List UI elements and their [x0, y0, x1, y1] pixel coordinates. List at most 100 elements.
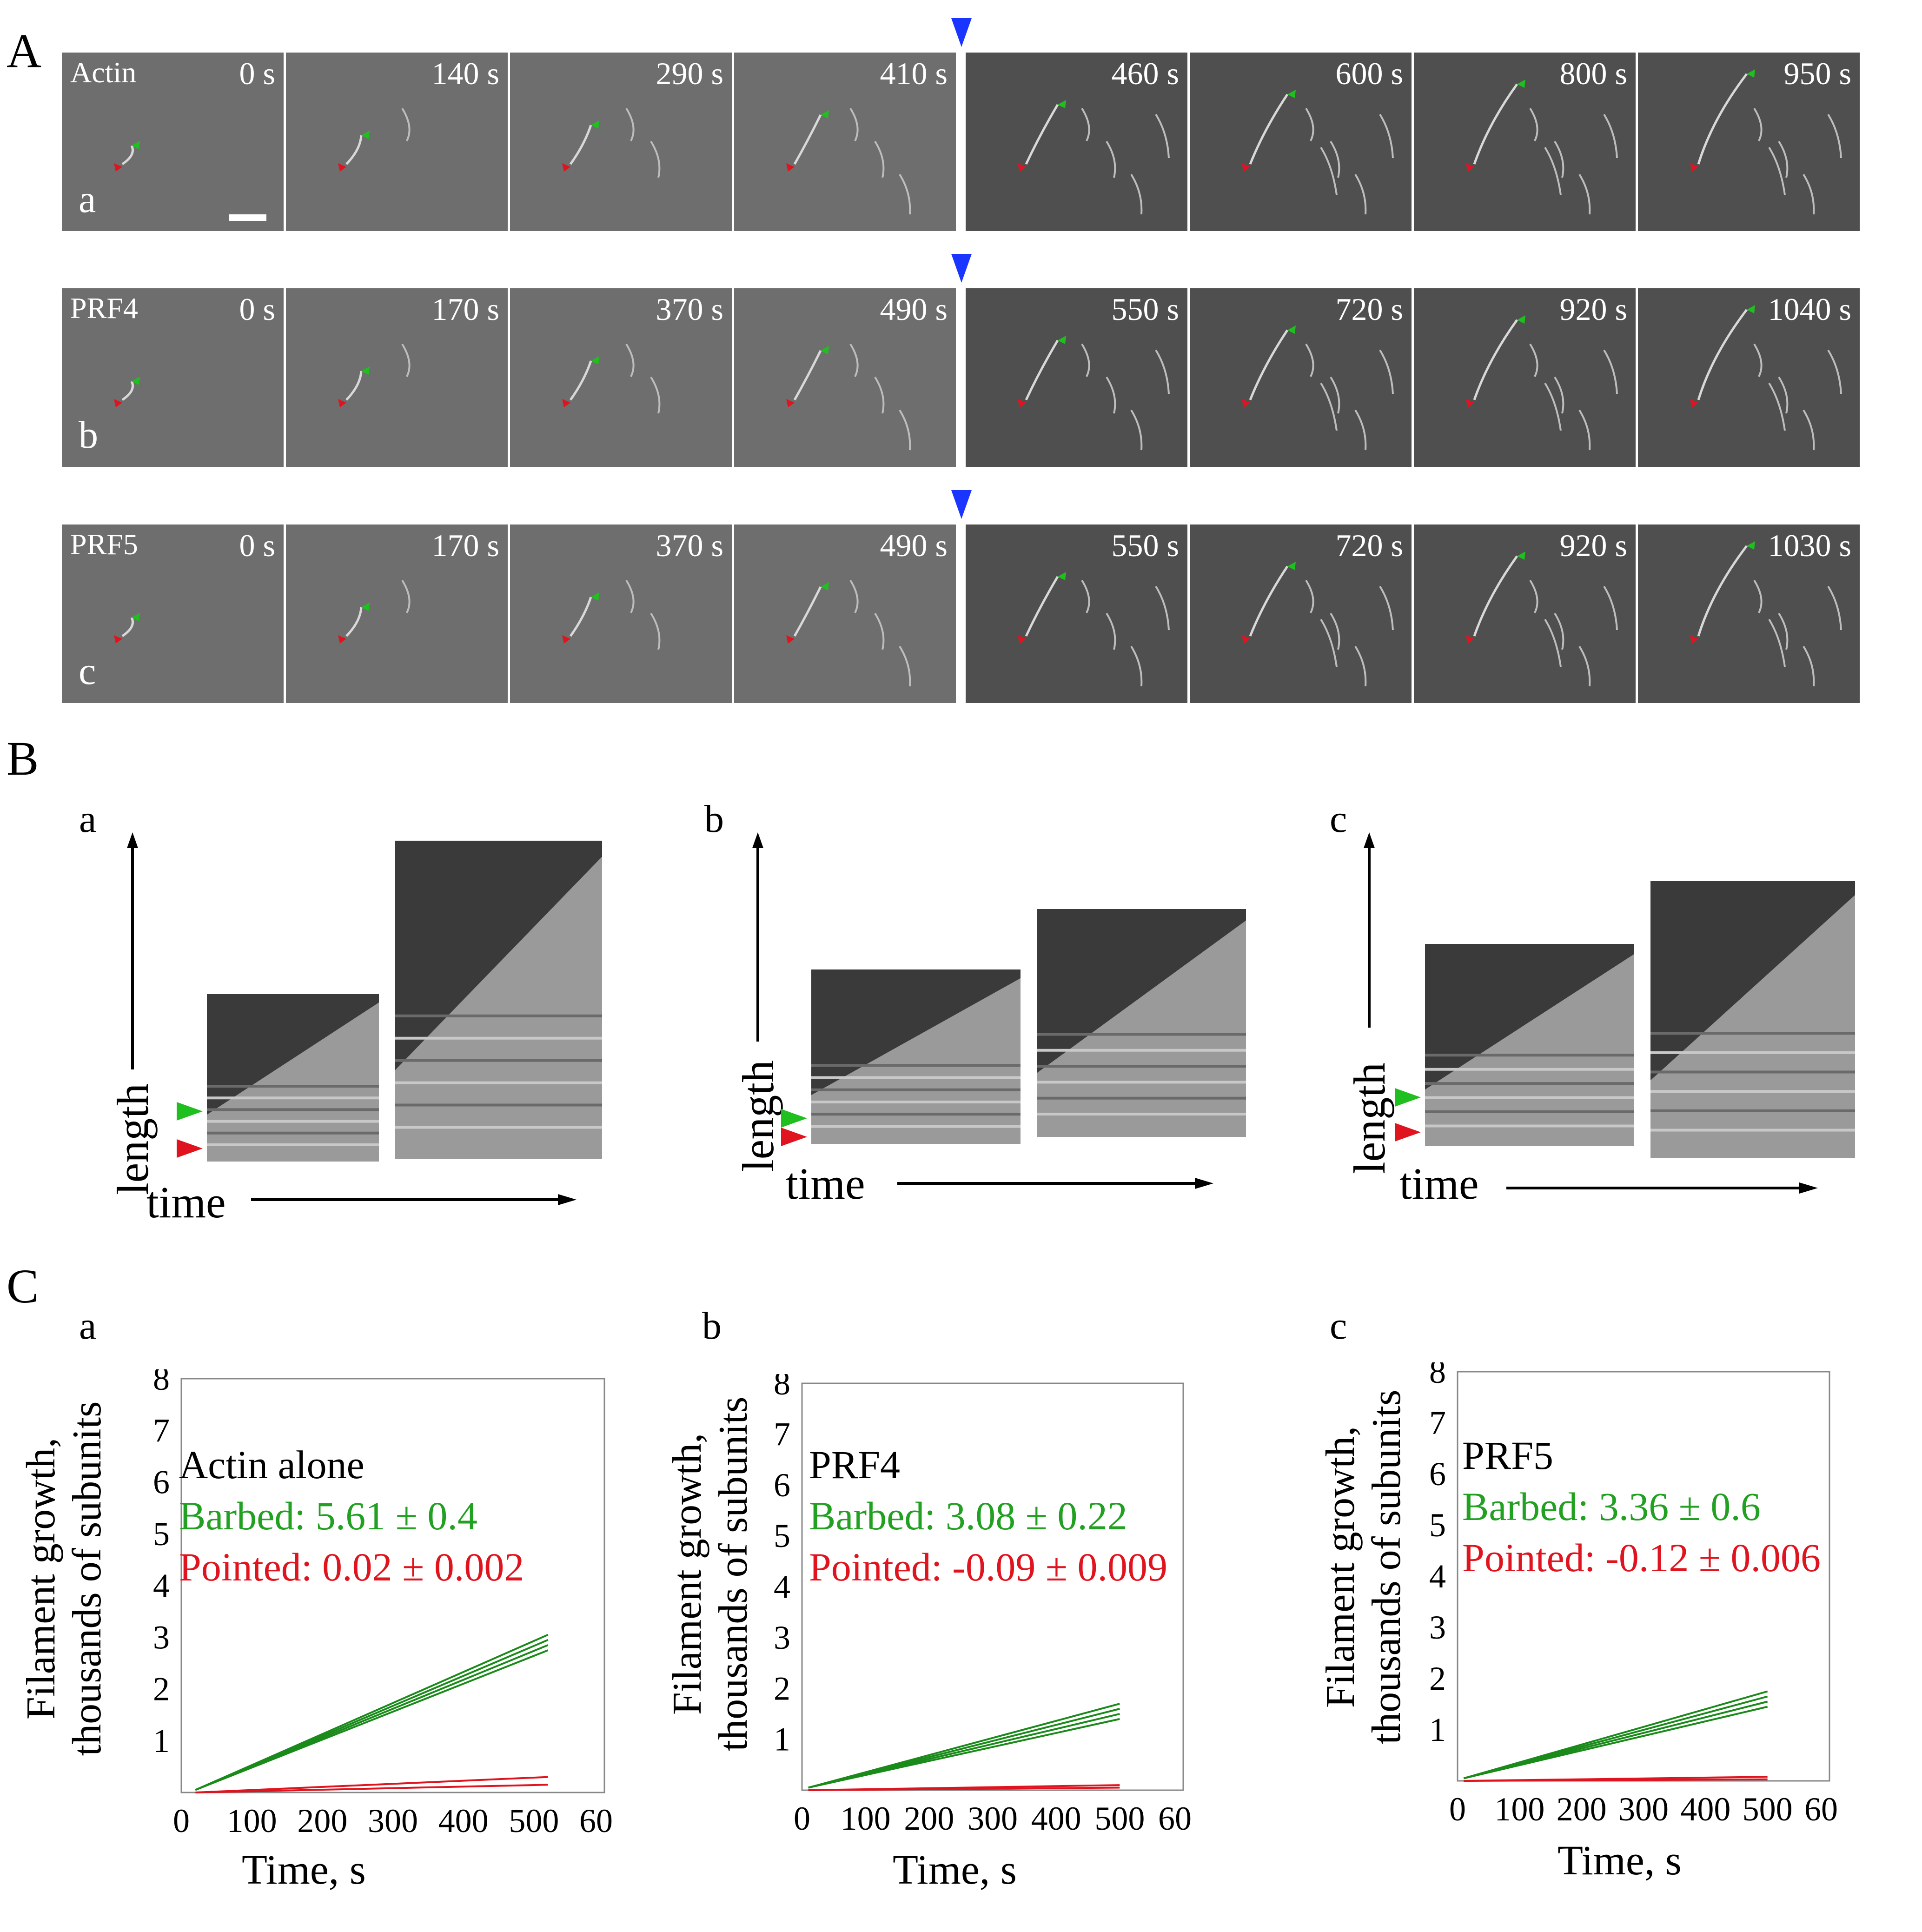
- barbed-end-arrowhead: [1287, 90, 1296, 98]
- pointed-end-marker: [177, 1139, 203, 1158]
- time-marker-arrow: [951, 254, 972, 283]
- barbed-rate-annotation: Barbed: 5.61 ± 0.4: [179, 1494, 477, 1538]
- kymograph: [1650, 881, 1855, 1158]
- time-axis-arrow: [1506, 1182, 1818, 1194]
- x-tick-label: 600: [1804, 1791, 1839, 1828]
- condition-label: Actin: [70, 56, 137, 89]
- y-tick-label: 3: [1429, 1609, 1446, 1646]
- kymograph: [1425, 944, 1634, 1146]
- time-axis-label: time: [786, 1159, 865, 1208]
- y-tick-label: 5: [153, 1515, 170, 1553]
- x-tick-label: 400: [438, 1802, 489, 1839]
- length-axis-arrow: [752, 832, 763, 1042]
- filament-image: [786, 579, 911, 687]
- x-tick-label: 300: [1618, 1791, 1669, 1828]
- y-tick-label: 5: [1429, 1507, 1446, 1544]
- pointed-end-arrowhead: [114, 163, 122, 172]
- barbed-growth-line: [195, 1649, 549, 1791]
- pointed-end-arrowhead: [786, 399, 795, 407]
- subpanel-letter: c: [1330, 1304, 1347, 1348]
- condition-annotation: PRF4: [809, 1442, 901, 1487]
- filament-image: [562, 107, 661, 178]
- microscopy-frame: 920 s: [1414, 288, 1636, 467]
- barbed-end-arrowhead: [1058, 572, 1066, 580]
- pointed-rate-annotation: Pointed: -0.12 ± 0.006: [1462, 1535, 1821, 1580]
- pointed-end-arrowhead: [562, 635, 570, 644]
- microscopy-frame: 170 s: [286, 288, 508, 467]
- time-label: 720 s: [1335, 292, 1403, 327]
- pointed-end-marker: [781, 1128, 807, 1146]
- x-tick-label: 600: [579, 1802, 614, 1839]
- filament-image: [1242, 90, 1394, 215]
- x-axis-label: Time, s: [893, 1847, 1017, 1893]
- filament-image: [786, 343, 911, 451]
- time-label: 550 s: [1111, 292, 1179, 327]
- y-tick-label: 7: [153, 1412, 170, 1449]
- time-label: 600 s: [1335, 56, 1403, 91]
- x-tick-label: 0: [794, 1800, 810, 1837]
- y-tick-label: 8: [774, 1374, 790, 1402]
- subpanel-letter: b: [702, 1304, 722, 1348]
- kymograph-image: [1037, 920, 1246, 1137]
- time-label: 0 s: [239, 292, 275, 327]
- filament-image: [338, 343, 411, 407]
- y-tick-label: 1: [1429, 1711, 1446, 1748]
- microscopy-frame: 370 s: [510, 524, 732, 703]
- time-axis-arrow: [897, 1178, 1213, 1189]
- pointed-end-arrowhead: [1018, 399, 1026, 407]
- time-axis-label: time: [1399, 1159, 1479, 1208]
- barbed-end-arrowhead: [361, 366, 370, 375]
- time-label: 920 s: [1559, 292, 1627, 327]
- panel-a-label: A: [7, 24, 42, 78]
- time-label: 920 s: [1559, 528, 1627, 563]
- x-tick-label: 200: [904, 1800, 954, 1837]
- time-label: 0 s: [239, 56, 275, 91]
- filament-image: [1466, 551, 1618, 687]
- row-letter: a: [79, 178, 96, 221]
- pointed-end-arrowhead: [1690, 635, 1698, 644]
- time-label: 370 s: [656, 528, 723, 563]
- microscopy-frame: 800 s: [1414, 53, 1636, 231]
- subpanel-letter: c: [1330, 797, 1347, 841]
- pointed-rate-annotation: Pointed: 0.02 ± 0.002: [179, 1545, 524, 1589]
- panel-b-label: B: [7, 732, 39, 785]
- pointed-end-arrowhead: [1242, 163, 1250, 172]
- growth-chart: 0 100 200 300 400 500 600 1 2 3 4 5 6 7 8: [774, 1374, 1193, 1837]
- microscopy-frame: 0 s PRF4 b: [62, 288, 284, 467]
- filament-image: [1242, 562, 1394, 687]
- y-tick-label: 7: [1429, 1404, 1446, 1441]
- time-label: 140 s: [431, 56, 499, 91]
- barbed-rate-annotation: Barbed: 3.36 ± 0.6: [1462, 1484, 1761, 1529]
- kymograph-image: [1425, 954, 1634, 1146]
- barbed-end-arrowhead: [1517, 551, 1525, 560]
- time-label: 290 s: [656, 56, 723, 91]
- time-label: 410 s: [880, 56, 948, 91]
- pointed-end-marker: [1395, 1123, 1421, 1142]
- panel-c-label: C: [7, 1260, 39, 1313]
- filament-image: [1018, 100, 1170, 215]
- x-tick-label: 600: [1158, 1800, 1193, 1837]
- time-marker-arrow: [951, 490, 972, 519]
- x-tick-label: 100: [841, 1800, 891, 1837]
- condition-label: PRF5: [70, 528, 138, 561]
- length-axis-arrow: [1364, 832, 1375, 1028]
- x-axis-label: Time, s: [1557, 1838, 1682, 1884]
- x-tick-label: 200: [297, 1802, 347, 1839]
- microscopy-frame: 370 s: [510, 288, 732, 467]
- microscopy-frame: 550 s: [966, 524, 1187, 703]
- barbed-end-arrowhead: [1287, 562, 1296, 570]
- time-label: 720 s: [1335, 528, 1403, 563]
- kymograph-image: [811, 978, 1021, 1144]
- pointed-growth-line: [195, 1784, 548, 1793]
- scale-bar: [229, 214, 266, 221]
- x-tick-label: 0: [173, 1802, 190, 1839]
- x-tick-label: 200: [1557, 1791, 1607, 1828]
- time-label: 490 s: [880, 528, 948, 563]
- y-axis-label: Filament growth, thousands of subunits: [19, 1401, 110, 1756]
- pointed-end-arrowhead: [786, 635, 795, 644]
- kymograph: [1037, 909, 1246, 1137]
- filament-image: [562, 343, 661, 414]
- x-tick-label: 300: [968, 1800, 1018, 1837]
- time-label: 950 s: [1783, 56, 1851, 91]
- microscopy-frame: 1040 s: [1638, 288, 1860, 467]
